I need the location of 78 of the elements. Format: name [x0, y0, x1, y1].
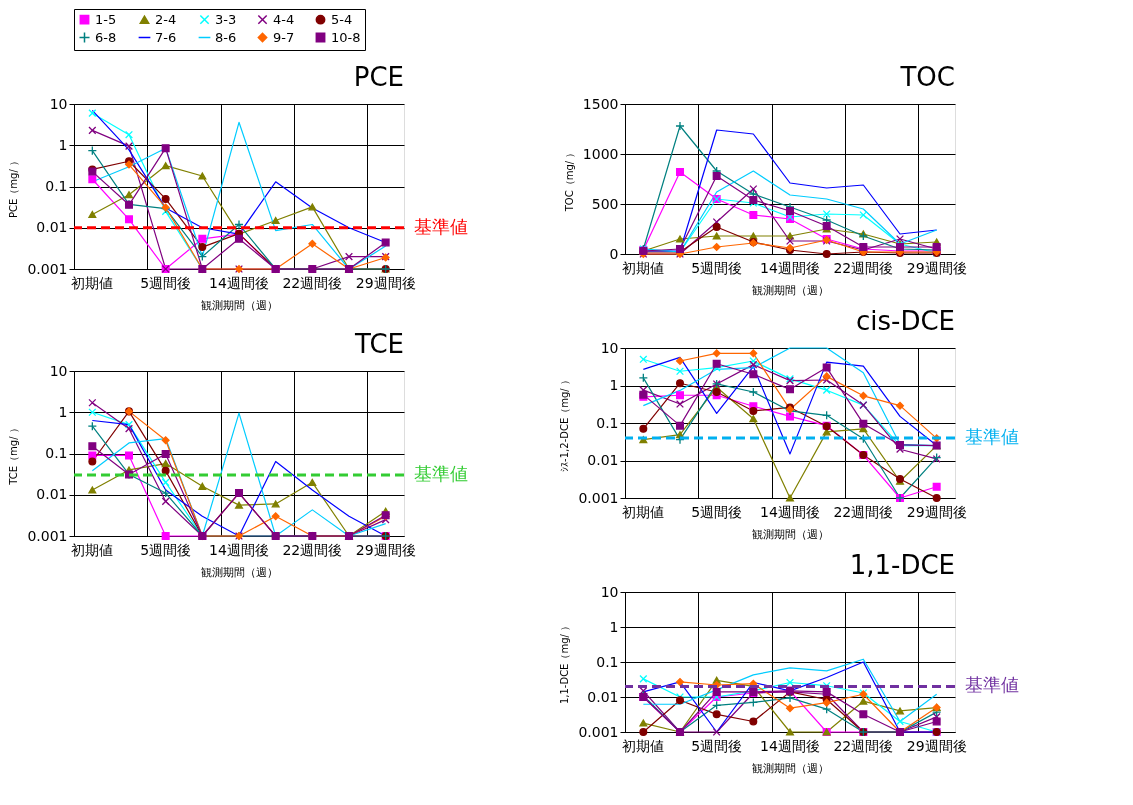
x-axis-title: 観測期間（週）: [752, 283, 829, 297]
x-tick-label: 29週間後: [906, 260, 967, 276]
x-tick-label: 14週間後: [760, 738, 820, 754]
x-axis-title: 観測期間（週）: [752, 761, 829, 775]
x-tick-label: 5週間後: [140, 542, 192, 558]
y-tick-label: 0.01: [587, 452, 619, 468]
legend-label: 10-8: [331, 29, 361, 45]
x-tick-label: 14週間後: [209, 542, 269, 558]
legend-label: 4-4: [273, 11, 295, 27]
y-tick-label: 1: [58, 403, 68, 420]
legend-label: 2-4: [155, 11, 177, 27]
legend-label: 7-6: [155, 29, 177, 45]
y-tick-label: 0.01: [36, 219, 68, 236]
y-axis-title: ｼｽ-1,2-DCE（mg/ ）: [559, 375, 571, 472]
x-tick-label: 5週間後: [140, 275, 192, 291]
y-tick-label: 10: [49, 362, 68, 379]
x-tick-label: 22週間後: [833, 504, 894, 520]
x-tick-label: 初期値: [622, 504, 665, 520]
x-axis-title: 観測期間（週）: [201, 565, 278, 579]
x-tick-label: 初期値: [622, 738, 665, 754]
x-tick-label: 22週間後: [282, 275, 343, 291]
y-tick-label: 1: [609, 377, 619, 393]
y-tick-label: 10: [600, 339, 619, 356]
ref-line-label: 基準値: [965, 674, 1019, 696]
chart-title: PCE: [353, 62, 404, 92]
y-tick-label: 10: [600, 583, 619, 600]
legend-label: 6-8: [95, 29, 117, 45]
y-axis-title: 1,1-DCE（mg/ ）: [559, 620, 571, 705]
y-axis-title: TOC（mg/ ）: [563, 147, 575, 213]
x-tick-label: 5週間後: [691, 738, 743, 754]
legend-label: 5-4: [331, 11, 353, 27]
legend-label: 1-5: [95, 11, 117, 27]
x-tick-label: 14週間後: [760, 504, 820, 520]
y-tick-label: 1: [609, 618, 619, 635]
ref-line-label: 基準値: [414, 463, 468, 485]
y-tick-label: 0.01: [36, 486, 68, 503]
x-tick-label: 5週間後: [691, 504, 743, 520]
chart-title: 1,1-DCE: [849, 550, 955, 580]
y-tick-label: 500: [591, 195, 619, 212]
y-tick-label: 0.001: [578, 723, 619, 740]
y-tick-label: 0.1: [45, 445, 68, 461]
legend-label: 9-7: [273, 29, 295, 45]
ref-line-label: 基準値: [414, 215, 468, 237]
x-axis-title: 観測期間（週）: [752, 527, 829, 541]
x-tick-label: 5週間後: [691, 260, 743, 276]
x-tick-label: 29週間後: [355, 275, 416, 291]
y-tick-label: 0.001: [27, 260, 68, 277]
x-tick-label: 14週間後: [760, 260, 820, 276]
y-tick-label: 1500: [582, 95, 619, 112]
chart-title: TCE: [354, 329, 404, 359]
x-tick-label: 初期値: [622, 260, 665, 276]
x-tick-label: 初期値: [71, 542, 114, 558]
y-tick-label: 10: [49, 95, 68, 112]
y-tick-label: 0.001: [27, 527, 68, 544]
y-tick-label: 1: [58, 136, 68, 153]
y-tick-label: 0.1: [596, 653, 619, 670]
y-tick-label: 0.01: [587, 688, 619, 705]
x-tick-label: 29週間後: [355, 542, 416, 558]
x-tick-label: 22週間後: [833, 260, 894, 276]
x-tick-label: 22週間後: [833, 738, 894, 754]
y-axis-title: TCE（mg/ ）: [8, 423, 20, 486]
y-tick-label: 0: [609, 245, 619, 262]
x-tick-label: 22週間後: [282, 542, 343, 558]
y-tick-label: 0.1: [596, 414, 619, 431]
ref-line-label: 基準値: [965, 425, 1019, 447]
y-tick-label: 1000: [582, 145, 619, 162]
x-tick-label: 初期値: [71, 275, 114, 291]
legend-label: 8-6: [215, 29, 237, 45]
x-axis-title: 観測期間（週）: [201, 298, 278, 312]
y-axis-title: PCE（mg/ ）: [8, 156, 20, 218]
chart-title: cis-DCE: [855, 306, 955, 336]
x-tick-label: 14週間後: [209, 275, 269, 291]
y-tick-label: 0.1: [45, 178, 68, 194]
legend-label: 3-3: [215, 11, 237, 27]
chart-title: TOC: [899, 62, 955, 92]
x-tick-label: 29週間後: [906, 504, 967, 520]
y-tick-label: 0.001: [578, 489, 619, 506]
x-tick-label: 29週間後: [906, 738, 967, 754]
